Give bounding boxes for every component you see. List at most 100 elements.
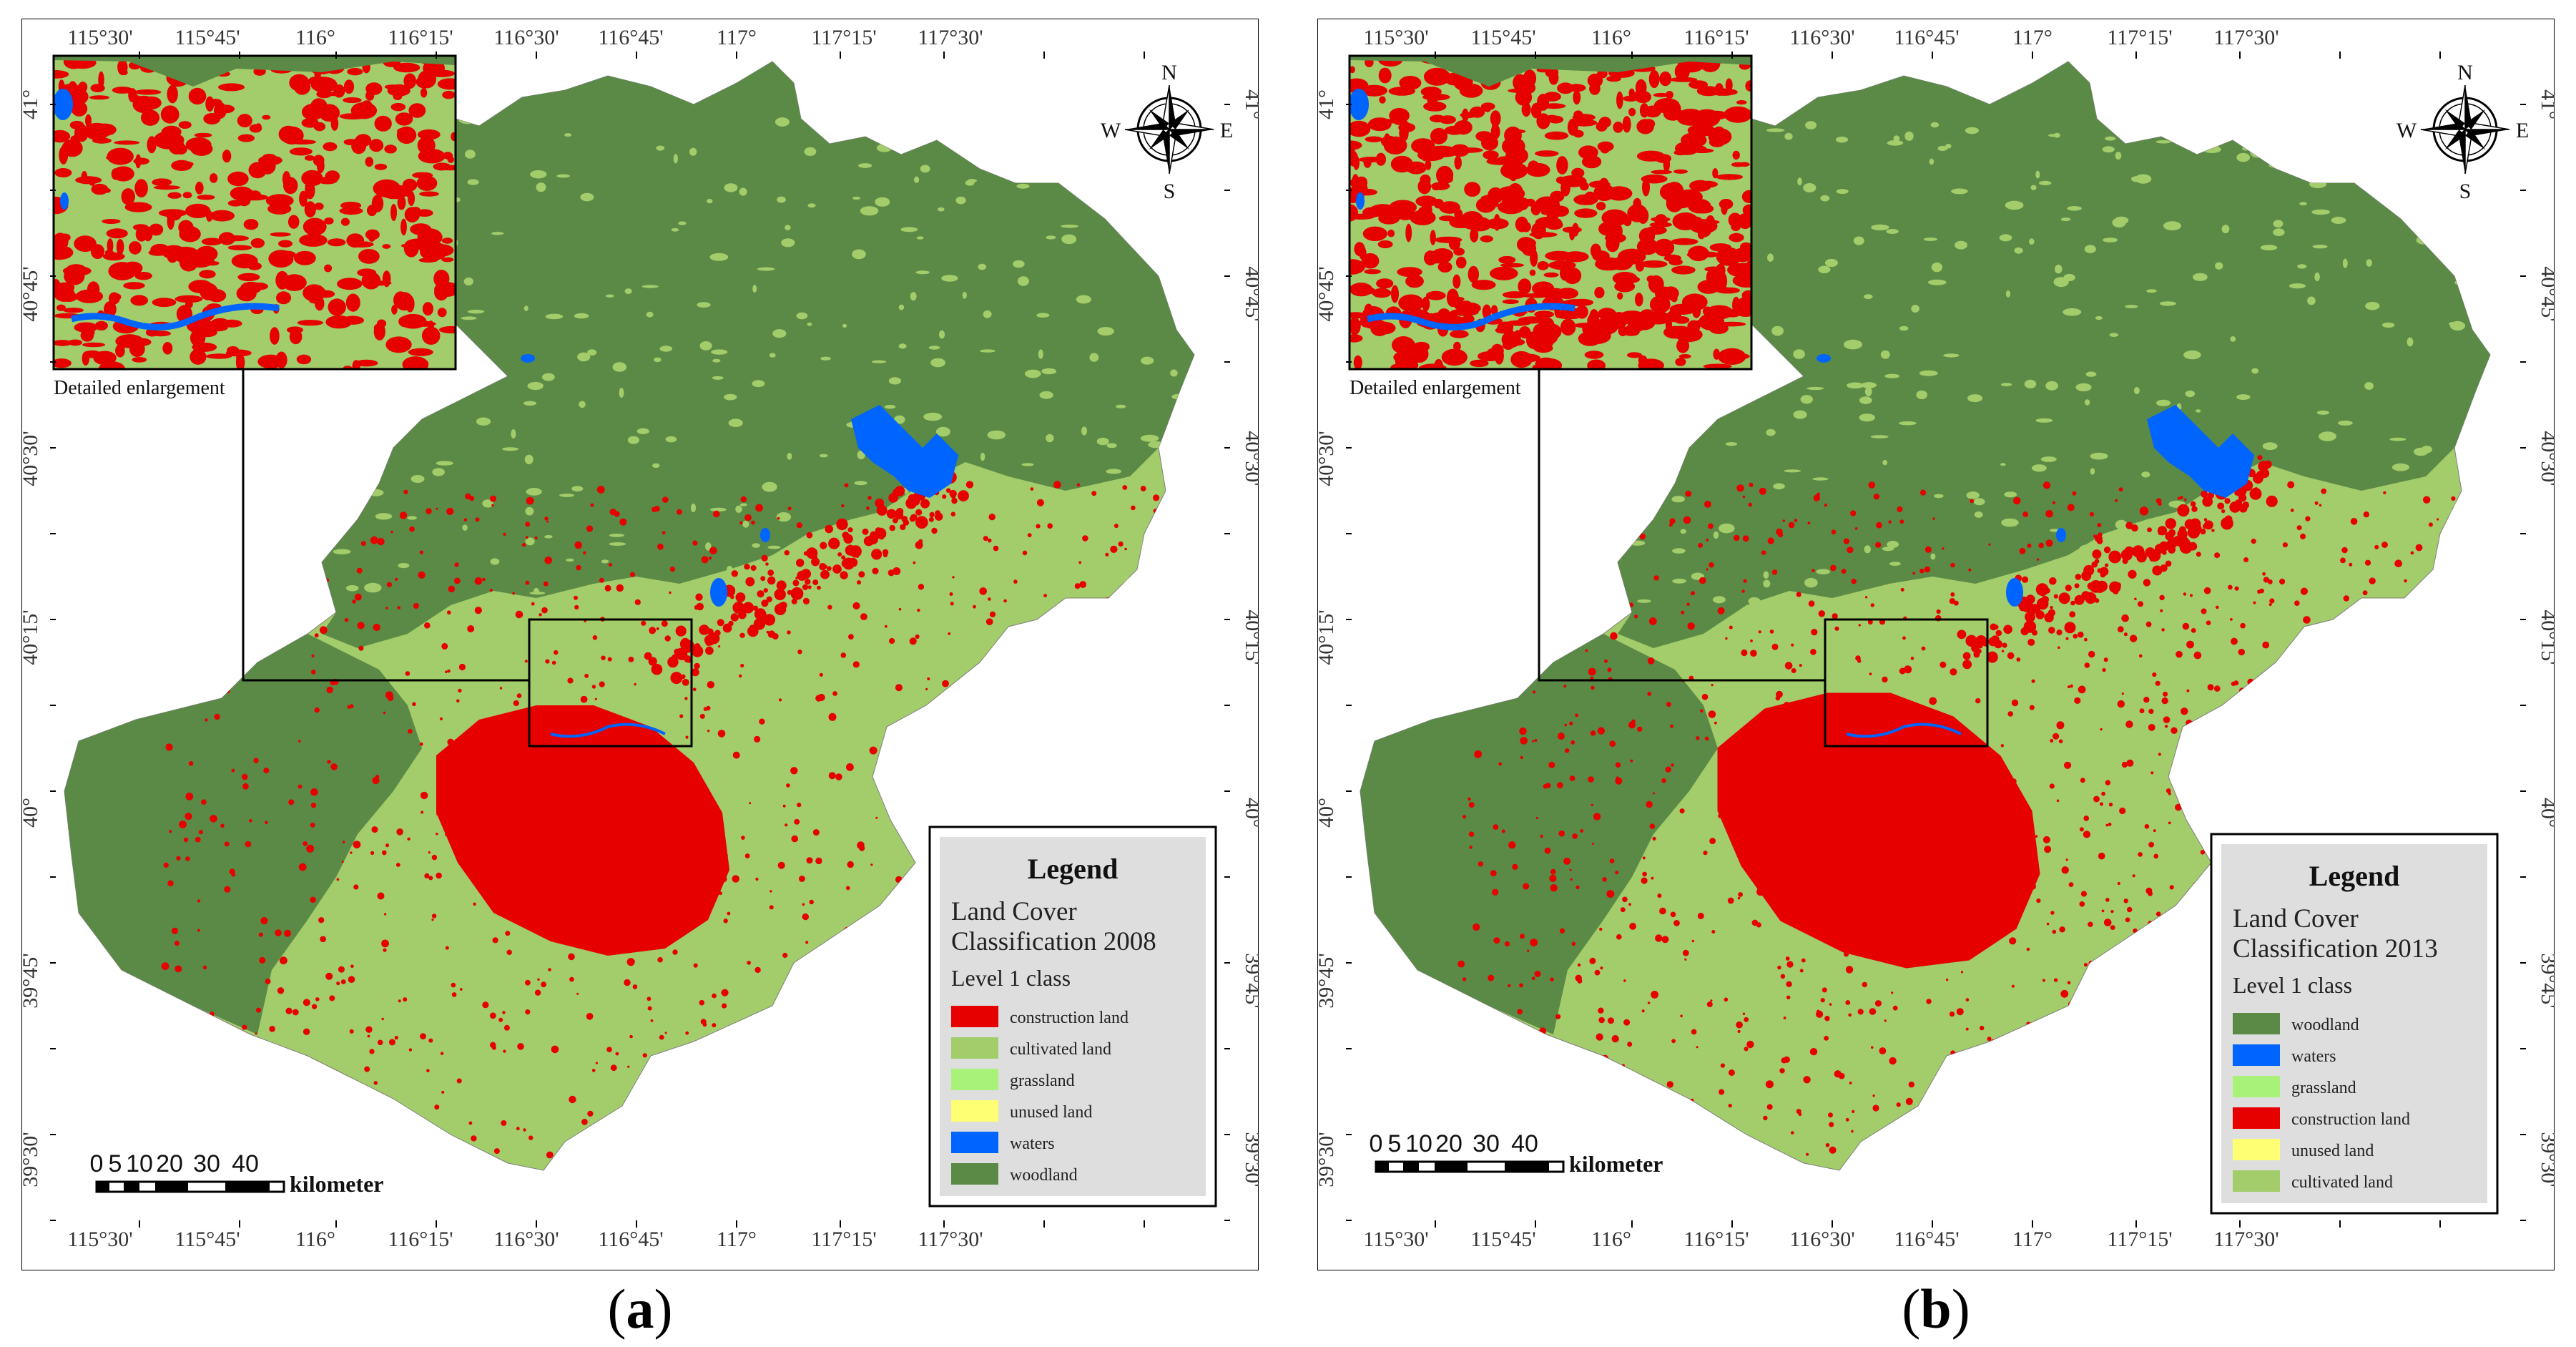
compass-west: W: [1101, 119, 1121, 142]
left-tick-label: 40°: [21, 798, 42, 828]
scale-label: 5: [109, 1150, 122, 1177]
top-tick-label: 116°45': [598, 26, 663, 49]
urban-core: [436, 705, 729, 956]
right-tick-label: 40°45': [1241, 266, 1259, 321]
compass-north: N: [2457, 61, 2473, 84]
legend-swatch: [2233, 1076, 2280, 1097]
bottom-tick-label: 116°: [295, 1228, 335, 1251]
right-tick-label: 39°30': [1241, 1132, 1259, 1187]
construction-corridor: [1940, 455, 2278, 676]
scale-label: 40: [1511, 1130, 1538, 1157]
legend-item-label: waters: [1010, 1135, 1055, 1153]
legend-swatch: [2233, 1139, 2280, 1160]
legend-item-label: construction land: [2291, 1110, 2410, 1129]
top-tick-label: 115°45': [174, 26, 240, 49]
enlargement-label: Detailed enlargement: [1350, 377, 1521, 399]
top-tick-label: 115°45': [1470, 26, 1535, 49]
scale-label: 0: [1370, 1130, 1383, 1157]
right-tick-label: 39°45': [1241, 953, 1259, 1008]
bottom-tick-label: 117°15': [2107, 1228, 2172, 1251]
scale-label: 10: [126, 1150, 153, 1177]
woodland-west-area: [64, 634, 422, 1034]
right-tick-label: 41°: [1241, 89, 1259, 119]
right-tick-label: 39°45': [2537, 953, 2555, 1008]
top-tick-label: 116°30': [1789, 26, 1854, 49]
compass-rose: N S E W: [2396, 61, 2529, 203]
top-ticks: 115°30' 115°45' 116° 116°15' 116°30' 116°45' 1…: [1363, 26, 2441, 59]
legend-item-label: grassland: [1010, 1072, 1075, 1090]
compass-south: S: [2459, 180, 2472, 203]
left-tick-label: 39°30': [21, 1132, 42, 1187]
top-tick-label: 115°30': [67, 26, 132, 49]
left-tick-label: 41°: [21, 89, 42, 119]
top-tick-label: 117°: [717, 26, 757, 49]
woodland-north-area: [1618, 62, 2490, 648]
compass-west: W: [2396, 119, 2417, 142]
inset-lake: [54, 89, 73, 120]
scale-label: 30: [1473, 1130, 1500, 1157]
legend-swatch: [2233, 1044, 2280, 1066]
scale-label: 0: [90, 1150, 104, 1177]
scale-label: 20: [1435, 1130, 1462, 1157]
legend-item-label: cultivated land: [1010, 1040, 1111, 1059]
scale-bar: 0 5 10 20 30 40 kilometer: [1370, 1130, 1663, 1177]
enlargement-label: Detailed enlargement: [54, 377, 225, 399]
top-tick-label: 116°30': [493, 26, 559, 49]
legend-swatch: [951, 1132, 998, 1153]
bottom-tick-label: 116°: [1591, 1228, 1631, 1251]
right-tick-label: 41°: [2537, 89, 2555, 119]
legend-level: Level 1 class: [2233, 972, 2352, 998]
legend-swatch: [951, 1006, 998, 1027]
inset-lake: [1350, 89, 1369, 120]
top-tick-label: 116°45': [1894, 26, 1959, 49]
legend-swatch: [2233, 1107, 2280, 1129]
left-tick-label: 40°15': [1317, 609, 1338, 665]
right-tick-label: 40°45': [2537, 266, 2555, 321]
legend-swatch: [2233, 1013, 2280, 1034]
scale-bar: 0 5 10 20 30 40 kilometer: [90, 1150, 384, 1197]
bottom-tick-label: 116°45': [598, 1228, 663, 1251]
bottom-tick-label: 117°: [2012, 1228, 2053, 1251]
urban-core: [1717, 692, 2040, 969]
bottom-tick-label: 116°30': [1789, 1228, 1854, 1251]
bottom-tick-label: 117°30': [2213, 1228, 2278, 1251]
reservoir: [851, 405, 958, 498]
bottom-tick-label: 116°30': [493, 1228, 559, 1251]
compass-east: E: [2516, 119, 2529, 142]
legend-title: Legend: [2309, 860, 2400, 892]
top-tick-label: 117°30': [2213, 26, 2278, 49]
top-tick-label: 117°15': [2107, 26, 2172, 49]
legend-swatch: [951, 1069, 998, 1090]
right-tick-label: 39°30': [2537, 1132, 2555, 1187]
map-panel-b: Detailed enlargement 115°30' 115°45' 116° 11…: [1317, 19, 2555, 1270]
scale-label: 30: [193, 1150, 220, 1177]
bottom-tick-label: 115°45': [174, 1228, 240, 1251]
legend-subtitle-line2: Classification 2008: [951, 927, 1156, 956]
land-cover-map-2013: Detailed enlargement 115°30' 115°45' 116° 11…: [1317, 19, 2555, 1270]
right-tick-label: 40°: [1241, 798, 1259, 828]
legend-item-label: grassland: [2291, 1079, 2356, 1097]
legend-swatch: [951, 1100, 998, 1122]
legend-item-label: woodland: [1010, 1166, 1078, 1185]
left-tick-label: 39°45': [1317, 953, 1338, 1008]
right-ticks: 41° 40°45' 40°30' 40°15' 40° 39°45' 39°30': [1224, 89, 1259, 1221]
top-tick-label: 116°: [1591, 26, 1631, 49]
legend-subtitle-line1: Land Cover: [951, 897, 1077, 926]
enlargement-box: [528, 618, 693, 748]
woodland-north-area: [322, 62, 1194, 648]
left-tick-label: 40°: [1317, 798, 1338, 828]
scale-label: 20: [156, 1150, 183, 1177]
legend-swatch: [951, 1163, 998, 1185]
inset-river: [1366, 303, 1575, 330]
bottom-tick-label: 117°15': [811, 1228, 876, 1251]
left-tick-label: 41°: [1317, 89, 1338, 119]
bottom-ticks: 115°30' 115°45' 116° 116°15' 116°30' 116°45' 1…: [67, 1220, 1145, 1251]
reservoir: [2147, 405, 2254, 498]
compass-south: S: [1164, 180, 1176, 203]
bottom-ticks: 115°30' 115°45' 116° 116°15' 116°30' 116°45' 1…: [1363, 1220, 2441, 1251]
top-tick-label: 115°30': [1363, 26, 1428, 49]
legend-subtitle-line2: Classification 2013: [2233, 934, 2438, 964]
caption-b: (b): [1902, 1278, 1970, 1340]
top-ticks: 115°30' 115°45' 116° 116°15' 116°30' 116°45' 1…: [67, 26, 1145, 59]
